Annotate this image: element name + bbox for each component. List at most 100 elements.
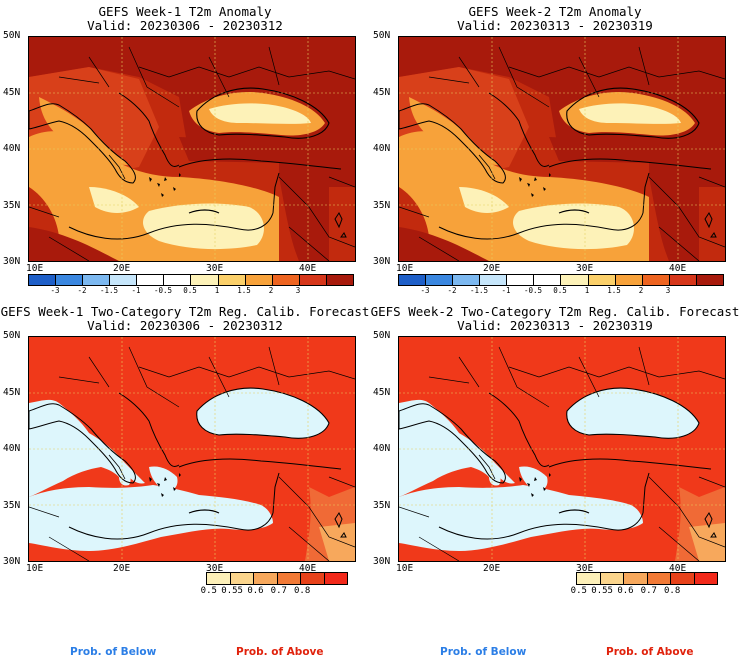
colorbar-label: 1.5 [607, 286, 621, 295]
lat-tick: 35N [3, 200, 21, 211]
map-area [28, 336, 356, 562]
colorbar-cell [324, 573, 347, 584]
colorbar-cell [299, 275, 327, 285]
lat-tick: 50N [3, 330, 21, 341]
lon-tick: 40E [669, 263, 687, 274]
colorbar-cell [694, 573, 717, 584]
panel-subtitle: Valid: 20230313 - 20230319 [457, 18, 653, 33]
colorbar-label: 0.5 [183, 286, 197, 295]
colorbar-cell [426, 275, 454, 285]
lon-tick: 10E [26, 263, 44, 274]
colorbar-cell [647, 573, 671, 584]
lat-tick: 50N [373, 30, 391, 41]
legend-prob-above-right: Prob. of Above [606, 646, 694, 658]
lat-tick: 45N [373, 387, 391, 398]
colorbar-label: -1 [501, 286, 511, 295]
colorbar-cell [480, 275, 508, 285]
colorbar-label: 0.55 [591, 586, 613, 596]
lat-tick: 30N [3, 256, 21, 267]
colorbar-cell [588, 275, 616, 285]
colorbar-cell [164, 275, 192, 285]
lon-tick: 30E [576, 263, 594, 274]
colorbar-label: -1.5 [469, 286, 489, 295]
panel-week1-anomaly: GEFS Week-1 T2m Anomaly Valid: 20230306 … [0, 0, 370, 300]
colorbar-cell [83, 275, 111, 285]
colorbar-cell [615, 275, 643, 285]
legend-prob-below-right: Prob. of Below [440, 646, 527, 658]
colorbar-label: 3 [295, 286, 301, 295]
colorbar-labels: 0.5 0.55 0.6 0.7 0.8 [571, 586, 716, 598]
lat-tick: 50N [373, 330, 391, 341]
lat-tick: 35N [373, 500, 391, 511]
panel-subtitle: Valid: 20230313 - 20230319 [457, 318, 653, 333]
lat-tick: 30N [3, 556, 21, 567]
colorbar-label: 0.5 [570, 586, 587, 596]
colorbar-cell [110, 275, 138, 285]
lat-tick: 50N [3, 30, 21, 41]
colorbar-cell [624, 573, 648, 584]
map-area [398, 336, 726, 562]
map-area [28, 36, 356, 262]
colorbar-cell [561, 275, 589, 285]
colorbar-label: 0.7 [640, 586, 657, 596]
colorbar-label: 0.6 [247, 586, 264, 596]
colorbar-label: 0.5 [553, 286, 567, 295]
lon-tick: 40E [669, 563, 687, 574]
colorbar-label: -1 [131, 286, 141, 295]
panel-week2-anomaly: GEFS Week-2 T2m Anomaly Valid: 20230313 … [370, 0, 740, 300]
lat-tick: 35N [3, 500, 21, 511]
anomaly-colorbar [398, 274, 724, 286]
lon-tick: 10E [396, 563, 414, 574]
colorbar-cell [29, 275, 57, 285]
panel-title: GEFS Week-2 Two-Category T2m Reg. Calib.… [370, 304, 740, 319]
lon-tick: 20E [483, 563, 501, 574]
panel-subtitle: Valid: 20230306 - 20230312 [87, 18, 283, 33]
lat-tick: 45N [3, 387, 21, 398]
colorbar-label: -2 [77, 286, 87, 295]
colorbar-cell [218, 275, 246, 285]
lon-tick: 30E [206, 263, 224, 274]
panel-title: GEFS Week-2 T2m Anomaly [468, 4, 642, 19]
colorbar-cell [245, 275, 273, 285]
colorbar-labels: -3 -2 -1.5 -1 -0.5 0.5 1 1.5 2 3 [28, 286, 352, 296]
lat-tick: 45N [3, 87, 21, 98]
colorbar-label: -2 [447, 286, 457, 295]
lon-tick: 30E [576, 563, 594, 574]
lat-tick: 40N [3, 443, 21, 454]
colorbar-label: 0.55 [221, 586, 243, 596]
colorbar-label: 0.8 [293, 586, 311, 596]
colorbar-label: 0.6 [617, 586, 634, 596]
panel-title: GEFS Week-1 T2m Anomaly [98, 4, 272, 19]
colorbar-label: -1.5 [99, 286, 119, 295]
colorbar-cell [326, 275, 353, 285]
lat-tick: 40N [373, 143, 391, 154]
colorbar-label: -3 [420, 286, 430, 295]
colorbar-cell [277, 573, 301, 584]
colorbar-label: 0.5 [200, 586, 217, 596]
colorbar-cell [399, 275, 427, 285]
colorbar-cell [301, 573, 325, 584]
lat-tick: 45N [373, 87, 391, 98]
colorbar-label: 2 [268, 286, 274, 295]
colorbar-cell [671, 573, 695, 584]
lon-tick: 40E [299, 263, 317, 274]
anomaly-colorbar [28, 274, 354, 286]
lon-tick: 40E [299, 563, 317, 574]
colorbar-label: 2 [638, 286, 644, 295]
panel-title: GEFS Week-1 Two-Category T2m Reg. Calib.… [0, 304, 370, 319]
colorbar-cell [507, 275, 535, 285]
colorbar-label: -0.5 [523, 286, 543, 295]
colorbar-cell [272, 275, 300, 285]
colorbar-cell [230, 573, 254, 584]
colorbar-label: 1 [584, 286, 590, 295]
lon-tick: 10E [26, 563, 44, 574]
colorbar-cell [453, 275, 481, 285]
probability-colorbar [206, 572, 348, 585]
colorbar-cell [207, 573, 231, 584]
panel-week1-probability: GEFS Week-1 Two-Category T2m Reg. Calib.… [0, 300, 370, 600]
lat-tick: 40N [373, 443, 391, 454]
colorbar-label: -0.5 [153, 286, 173, 295]
colorbar-label: 3 [665, 286, 671, 295]
panel-week2-probability: GEFS Week-2 Two-Category T2m Reg. Calib.… [370, 300, 740, 600]
colorbar-cell [56, 275, 84, 285]
